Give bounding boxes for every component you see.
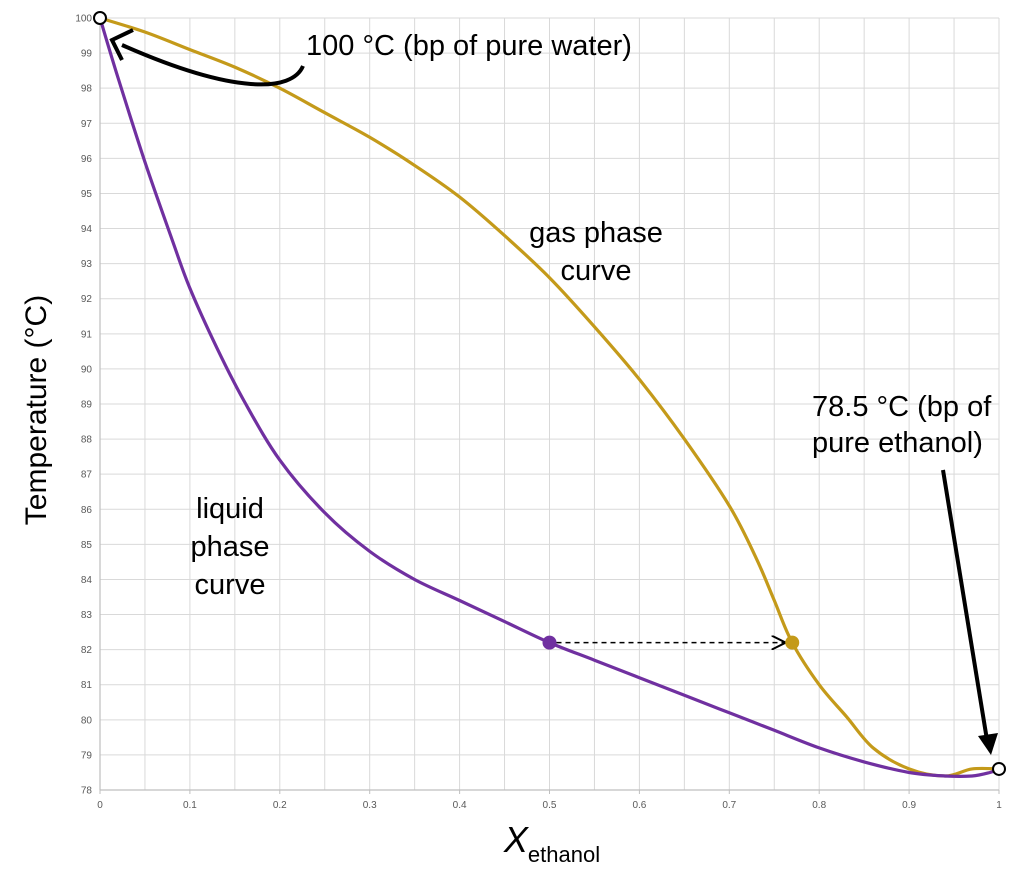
y-tick-label: 89 <box>81 400 93 411</box>
markers <box>93 11 1006 776</box>
x-tick-label: 0.5 <box>543 800 557 811</box>
y-tick-label: 97 <box>81 119 93 130</box>
ethanol-bp-point <box>992 761 1006 776</box>
x-tick-label: 0.9 <box>902 800 916 811</box>
x-tick-labels: 0 0.1 0.2 0.3 0.4 0.5 0.6 0.7 0.8 0.9 1 <box>97 800 1002 811</box>
ethanol-bp-arrowhead <box>978 733 998 755</box>
axes <box>99 18 1000 794</box>
y-tick-label: 84 <box>81 575 93 586</box>
y-tick-label: 95 <box>81 189 93 200</box>
x-tick-label: 0.7 <box>722 800 736 811</box>
x-tick-label: 0.3 <box>363 800 377 811</box>
gas-phase-label-line1: gas phase <box>529 217 663 249</box>
y-tick-label: 85 <box>81 540 93 551</box>
y-tick-label: 90 <box>81 364 93 375</box>
ethanol-bp-arrow <box>941 469 989 741</box>
y-tick-label: 87 <box>81 470 93 481</box>
liquid-phase-label-line2: phase <box>190 531 269 563</box>
y-tick-label: 83 <box>81 610 93 621</box>
x-axis-title-main: X <box>503 819 530 860</box>
vapor-composition-point <box>785 635 800 650</box>
water-bp-point <box>93 11 107 25</box>
liquid-phase-label-line1: liquid <box>196 493 264 525</box>
y-tick-label: 94 <box>81 224 93 235</box>
liquid-composition-point <box>542 635 557 650</box>
y-tick-label: 86 <box>81 505 93 516</box>
series <box>98 16 1001 778</box>
y-tick-label: 98 <box>81 84 93 95</box>
y-tick-label: 100 <box>75 14 92 25</box>
y-tick-label: 92 <box>81 294 93 305</box>
y-tick-label: 91 <box>81 329 93 340</box>
x-axis-title: Xethanol <box>503 819 600 867</box>
x-tick-label: 0.8 <box>812 800 826 811</box>
y-tick-label: 79 <box>81 750 93 761</box>
y-tick-label: 78 <box>81 786 93 797</box>
gas-phase-label-line2: curve <box>561 255 632 287</box>
y-tick-label: 80 <box>81 715 93 726</box>
y-tick-label: 82 <box>81 645 93 656</box>
gas-phase-curve <box>98 16 1001 778</box>
y-axis-title: Temperature (°C) <box>20 295 53 525</box>
water-bp-arrowhead <box>109 28 134 61</box>
y-tick-label: 81 <box>81 680 93 691</box>
x-tick-label: 1 <box>996 800 1002 811</box>
water-bp-arrow <box>121 43 305 87</box>
y-tick-label: 93 <box>81 259 93 270</box>
x-tick-label: 0.2 <box>273 800 287 811</box>
water-bp-annotation: 100 °C (bp of pure water) <box>306 30 632 62</box>
y-tick-label: 96 <box>81 154 93 165</box>
y-tick-labels: 78 79 80 81 82 83 84 85 86 87 88 89 90 91 92 93 94 95 96 97… <box>75 14 92 797</box>
grid <box>99 17 1000 791</box>
x-tick-label: 0.6 <box>632 800 646 811</box>
x-tick-label: 0 <box>97 800 103 811</box>
x-tick-label: 0.4 <box>453 800 467 811</box>
x-axis-title-sub: ethanol <box>528 842 600 867</box>
liquid-phase-label-line3: curve <box>195 569 266 601</box>
ethanol-bp-annotation-line2: pure ethanol) <box>812 427 983 459</box>
ethanol-bp-annotation-line1: 78.5 °C (bp of <box>812 391 992 423</box>
liquid-phase-curve <box>98 16 1001 778</box>
y-tick-label: 99 <box>81 49 93 60</box>
x-tick-label: 0.1 <box>183 800 197 811</box>
y-tick-label: 88 <box>81 435 93 446</box>
